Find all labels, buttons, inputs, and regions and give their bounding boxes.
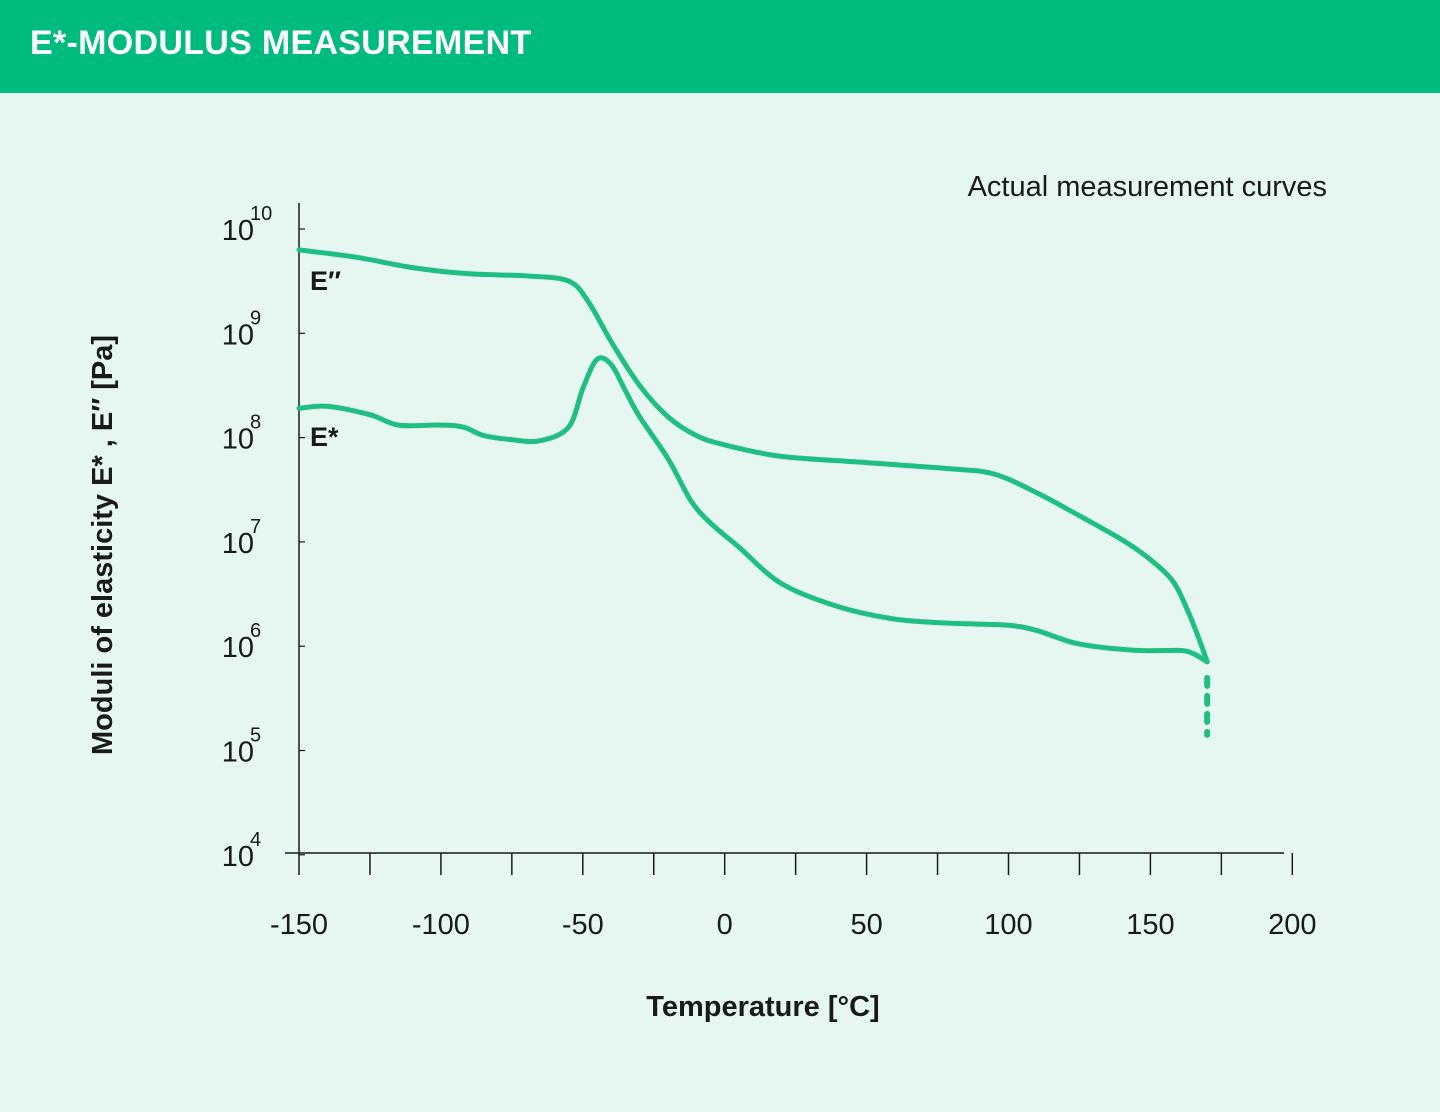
header-bar: E*-MODULUS MEASUREMENT: [0, 0, 1440, 93]
x-tick-label: 0: [717, 909, 733, 941]
x-tick-label: -50: [562, 909, 604, 941]
x-tick-label: 100: [984, 909, 1032, 941]
x-tick-label: 200: [1268, 909, 1316, 941]
y-tick-label: 10: [222, 737, 254, 769]
x-axis-label: Temperature [°C]: [646, 991, 879, 1023]
y-tick-label: 10: [222, 528, 254, 560]
y-tick-label: 10: [222, 841, 254, 873]
curve-labels: E′′ E*: [310, 266, 341, 452]
x-tick-label: 150: [1126, 909, 1174, 941]
y-tick-exponent: 5: [250, 725, 261, 747]
y-tick-exponent: 8: [250, 412, 261, 434]
curve-label: E*: [310, 422, 339, 452]
y-tick-exponent: 4: [250, 829, 261, 851]
curve-label: E′′: [310, 266, 341, 296]
x-tick-label: 50: [850, 909, 882, 941]
curves: [296, 247, 1211, 738]
page-title: E*-MODULUS MEASUREMENT: [30, 24, 532, 62]
y-axis-label: Moduli of elasticity E* , E′′ [Pa]: [87, 335, 119, 755]
y-tick-label: 10: [222, 215, 254, 247]
y-tick-label: 10: [222, 424, 254, 456]
y-tick-exponent: 7: [250, 516, 261, 538]
x-ticks: -150 -100 -50 0 50 100 150 200: [270, 853, 1316, 941]
chart-annotation: Actual measurement curves: [968, 171, 1327, 203]
y-tick-label: 10: [222, 319, 254, 351]
y-tick-exponent: 6: [250, 620, 261, 642]
y-tick-exponent: 9: [250, 307, 261, 329]
series-line-e-double-prime: [296, 247, 1210, 665]
x-tick-label: -150: [270, 909, 328, 941]
y-tick-label: 10: [222, 632, 254, 664]
x-tick-label: -100: [412, 909, 470, 941]
series-line-e-star: [296, 355, 1210, 665]
y-tick-exponent: 10: [250, 203, 272, 225]
